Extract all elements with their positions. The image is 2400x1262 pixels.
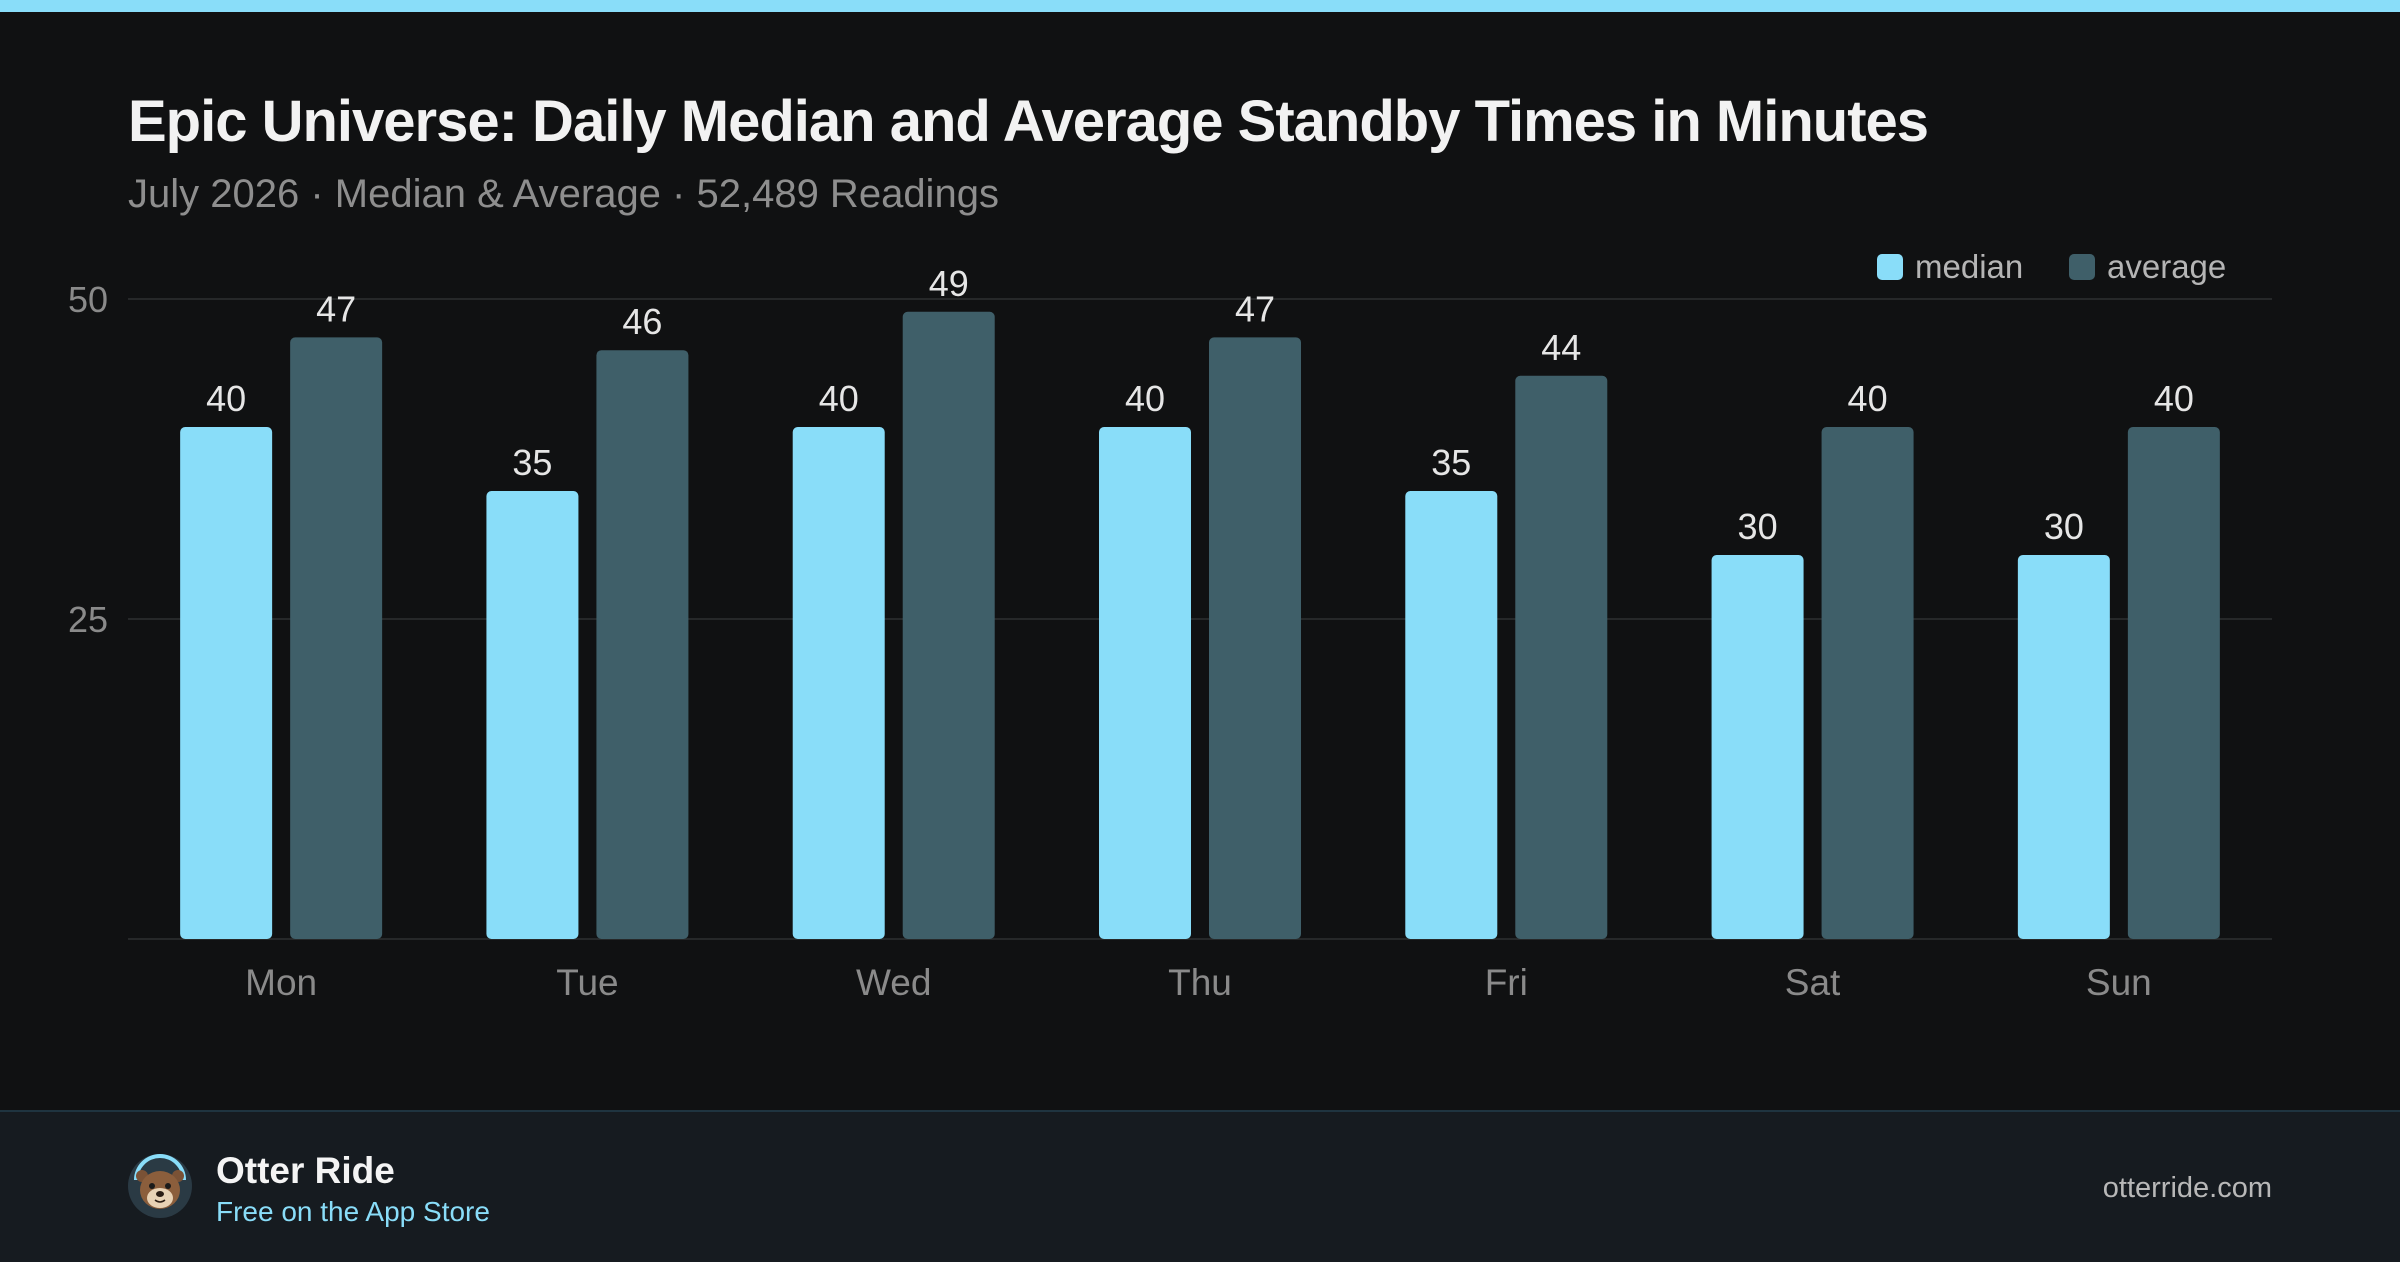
bar-average-tue [596, 350, 689, 939]
x-tick-label: Wed [856, 962, 931, 1003]
chart-subtitle: July 2026 · Median & Average · 52,489 Re… [128, 172, 999, 216]
top-accent-stripe [0, 0, 2400, 12]
x-tick-label: Fri [1485, 962, 1528, 1003]
data-label: 44 [1541, 327, 1581, 368]
bar-median-fri [1405, 491, 1498, 939]
bar-average-wed [902, 311, 995, 939]
x-tick-label: Mon [245, 962, 317, 1003]
data-label: 35 [1431, 442, 1471, 483]
bar-median-mon [180, 427, 273, 939]
bar-average-mon [290, 337, 383, 939]
bar-chart: 25 50 40 47 Mon 35 46 Tue 40 49 Wed 40 47 Thu 35 44 Fri… [68, 248, 2272, 1003]
data-label: 47 [1235, 288, 1275, 329]
y-tick-label: 50 [68, 279, 108, 320]
app-store-link[interactable]: Free on the App Store [216, 1196, 490, 1227]
data-label: 40 [1125, 378, 1165, 419]
bar-median-sun [2017, 555, 2110, 939]
bar-average-sun [2127, 427, 2220, 939]
bar-median-tue [486, 491, 579, 939]
bar-median-wed [792, 427, 885, 939]
data-label: 49 [929, 263, 969, 304]
data-label: 40 [206, 378, 246, 419]
data-label: 35 [512, 442, 552, 483]
legend-swatch-average [2069, 254, 2095, 280]
data-label: 40 [2154, 378, 2194, 419]
x-tick-label: Thu [1168, 962, 1232, 1003]
legend-label-average: average [2107, 248, 2226, 285]
bar-median-thu [1099, 427, 1191, 939]
otter-avatar-icon [128, 1154, 192, 1218]
footer: Otter Ride Free on the App Store otterri… [0, 1110, 2400, 1262]
bar-average-thu [1209, 337, 1301, 939]
website-link[interactable]: otterride.com [2102, 1172, 2272, 1204]
bar-average-sat [1821, 427, 1914, 939]
data-label: 47 [316, 288, 356, 329]
bar-median-sat [1711, 555, 1804, 939]
y-tick-label: 25 [68, 599, 108, 640]
x-tick-label: Sun [2086, 962, 2152, 1003]
data-label: 40 [1848, 378, 1888, 419]
data-label: 46 [622, 301, 662, 342]
legend-label-median: median [1915, 248, 2023, 285]
x-tick-label: Tue [556, 962, 618, 1003]
data-label: 30 [2044, 506, 2084, 547]
chart-title: Epic Universe: Daily Median and Average … [128, 89, 1929, 154]
bar-average-fri [1515, 375, 1608, 939]
x-tick-label: Sat [1785, 962, 1841, 1003]
app-name: Otter Ride [216, 1150, 395, 1191]
data-label: 40 [819, 378, 859, 419]
data-label: 30 [1738, 506, 1778, 547]
legend-swatch-median [1877, 254, 1903, 280]
